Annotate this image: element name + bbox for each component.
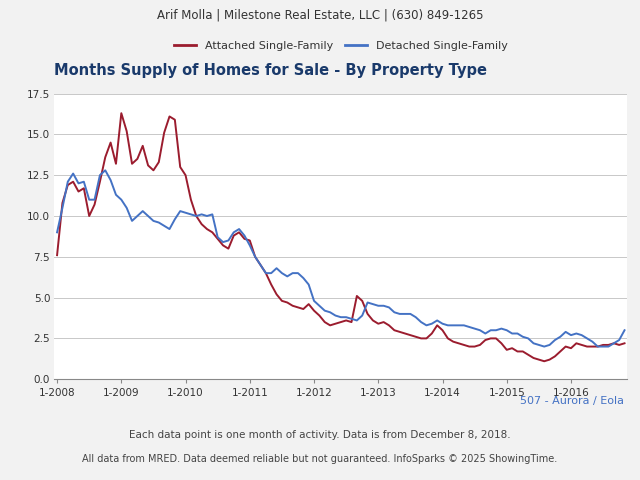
Text: Each data point is one month of activity. Data is from December 8, 2018.: Each data point is one month of activity… [129, 430, 511, 440]
Text: 507 - Aurora / Eola: 507 - Aurora / Eola [520, 396, 624, 406]
Text: Arif Molla | Milestone Real Estate, LLC | (630) 849-1265: Arif Molla | Milestone Real Estate, LLC … [157, 9, 483, 22]
Text: Months Supply of Homes for Sale - By Property Type: Months Supply of Homes for Sale - By Pro… [54, 63, 488, 78]
Legend: Attached Single-Family, Detached Single-Family: Attached Single-Family, Detached Single-… [170, 36, 512, 56]
Text: All data from MRED. Data deemed reliable but not guaranteed. InfoSparks © 2025 S: All data from MRED. Data deemed reliable… [83, 454, 557, 464]
